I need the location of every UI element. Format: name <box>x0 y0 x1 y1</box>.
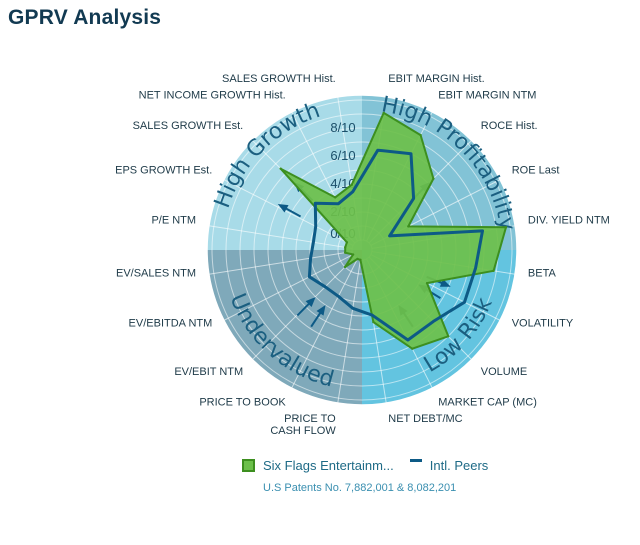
data-point <box>406 338 410 342</box>
direction-arrowhead <box>277 203 289 213</box>
data-point <box>324 285 327 288</box>
grid-spoke <box>223 179 354 246</box>
axis-label-market-cap-mc: MARKET CAP (MC) <box>438 397 537 409</box>
chart-legend: Six Flags Entertainm... Intl. Peers <box>242 458 488 473</box>
data-point <box>376 149 379 152</box>
data-point <box>314 225 317 228</box>
patents-note: U.S Patents No. 7,882,001 & 8,082,201 <box>263 482 457 494</box>
data-point <box>419 133 422 137</box>
data-point <box>371 313 374 317</box>
axis-label-p-e-ntm: P/E NTM <box>151 215 196 227</box>
data-point <box>345 241 349 244</box>
data-point <box>359 258 362 262</box>
axis-label-roe-last: ROE Last <box>512 165 560 177</box>
axis-label-volume: VOLUME <box>481 366 527 378</box>
axis-label-ev-ebit-ntm: EV/EBIT NTM <box>174 366 243 378</box>
data-point <box>309 256 312 260</box>
data-point <box>388 234 391 238</box>
data-point <box>481 229 484 233</box>
axis-label-div-yield-ntm: DIV. YIELD NTM <box>528 215 610 227</box>
axis-label-ebit-margin-hist: EBIT MARGIN Hist. <box>388 73 484 85</box>
page-title: GPRV Analysis <box>8 6 162 29</box>
axis-label-net-income-growth-hist: NET INCOME GROWTH Hist. <box>139 89 286 101</box>
data-point <box>425 281 429 285</box>
data-point <box>337 295 340 298</box>
data-point <box>312 241 315 244</box>
data-point <box>351 307 354 310</box>
data-point <box>372 320 375 324</box>
data-point <box>344 246 347 249</box>
data-point <box>351 253 355 256</box>
grid-spoke <box>208 251 353 275</box>
grid-spoke <box>223 254 354 321</box>
grid-spoke <box>337 259 361 404</box>
data-point <box>463 301 466 304</box>
data-point <box>334 196 337 199</box>
legend-label-six-flags: Six Flags Entertainm... <box>263 458 394 473</box>
axis-label-beta: BETA <box>528 267 557 279</box>
data-point <box>314 202 317 205</box>
axis-label-sales-growth-est: SALES GROWTH Est. <box>133 120 244 132</box>
axis-label-ev-sales-ntm: EV/SALES NTM <box>116 267 196 279</box>
legend-swatch-intl-peers <box>409 459 422 462</box>
data-point <box>409 152 413 155</box>
data-point <box>343 265 347 269</box>
legend-swatch-six-flags <box>242 459 255 472</box>
axis-label-sales-growth-hist: SALES GROWTH Hist. <box>222 73 336 85</box>
data-point <box>350 183 353 187</box>
data-point <box>492 269 495 273</box>
data-point <box>308 275 311 278</box>
data-point <box>279 167 282 170</box>
axis-label-roce-hist: ROCE Hist. <box>481 120 538 132</box>
axis-label-price-to-book: PRICE TO BOOK <box>199 397 286 409</box>
axis-label-ev-ebitda-ntm: EV/EBITDA NTM <box>129 317 213 329</box>
grid-ring <box>211 99 513 401</box>
grid-spoke <box>208 225 353 249</box>
outer-ring <box>206 94 518 406</box>
data-point <box>356 257 359 261</box>
data-point <box>432 320 435 323</box>
data-point <box>504 225 508 229</box>
data-point <box>351 190 354 193</box>
data-point <box>447 335 450 338</box>
axis-label-price-to-cash-flow: PRICE TO CASH FLOW <box>270 413 336 437</box>
axis-label-volatility: VOLATILITY <box>512 317 574 329</box>
radial-tick-label: 6/10 <box>330 148 355 163</box>
radial-tick-label: 8/10 <box>330 120 355 135</box>
data-point <box>474 266 477 270</box>
data-point <box>411 347 414 350</box>
axis-label-eps-growth-est: EPS GROWTH Est. <box>115 165 212 177</box>
legend-label-intl-peers: Intl. Peers <box>429 458 489 473</box>
data-point <box>337 202 340 205</box>
data-point <box>344 251 347 254</box>
data-point <box>407 225 410 228</box>
axis-label-ebit-margin-ntm: EBIT MARGIN NTM <box>438 89 536 101</box>
data-point <box>432 177 435 180</box>
grid-spoke <box>291 258 358 389</box>
axis-label-net-debt-mc: NET DEBT/MC <box>388 413 462 425</box>
direction-arrowhead <box>316 305 326 316</box>
direction-arrowhead <box>305 296 316 308</box>
data-point <box>382 111 385 115</box>
data-point <box>412 197 415 200</box>
